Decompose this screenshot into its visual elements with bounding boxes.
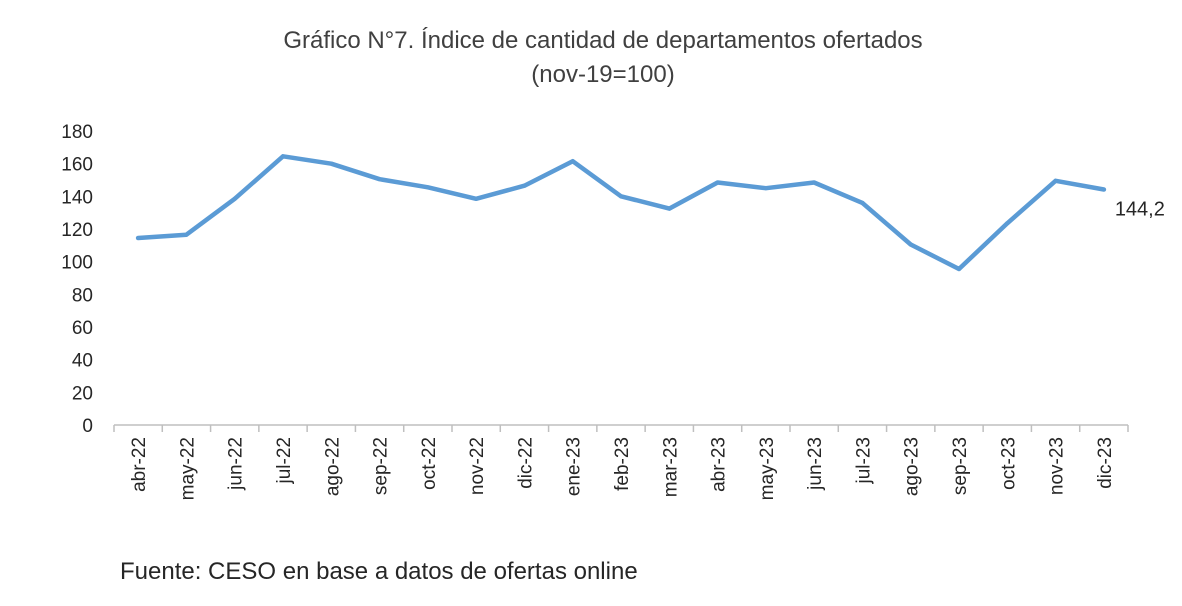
x-tick-label: jul-22	[274, 437, 295, 484]
x-tick-label: oct-22	[419, 437, 440, 490]
data-point	[329, 161, 334, 166]
y-tick-label: 0	[82, 416, 93, 437]
y-tick-label: 40	[72, 351, 93, 372]
x-axis-tick-marks	[113, 425, 1129, 432]
source-note: Fuente: CESO en base a datos de ofertas …	[120, 558, 638, 585]
data-points	[136, 154, 1106, 272]
x-tick-label: dic-23	[1095, 437, 1116, 489]
x-tick-label: ago-22	[322, 437, 343, 496]
data-point	[908, 242, 913, 247]
y-tick-label: 80	[72, 285, 93, 306]
x-tick-label: jun-22	[226, 437, 247, 491]
data-point	[1005, 221, 1010, 226]
x-tick-label: sep-22	[371, 437, 392, 495]
x-tick-label: jun-23	[805, 437, 826, 491]
data-point	[957, 267, 961, 272]
y-tick-label: 180	[61, 122, 93, 143]
y-axis-tick-labels: 0 20 40 60 80 100 120 140 160 180	[61, 122, 93, 437]
data-point	[860, 200, 865, 205]
x-tick-label: feb-23	[612, 437, 633, 491]
x-tick-label: may-23	[757, 437, 778, 500]
y-tick-label: 60	[72, 318, 93, 339]
chart-title: Gráfico N°7. Índice de cantidad de depar…	[283, 27, 922, 54]
x-tick-label: mar-23	[660, 437, 681, 497]
y-tick-label: 20	[72, 383, 93, 404]
data-point	[619, 194, 623, 199]
y-tick-label: 140	[61, 187, 93, 208]
x-tick-label: jul-23	[853, 437, 874, 484]
x-tick-label: abr-23	[709, 437, 730, 492]
x-tick-label: nov-22	[467, 437, 488, 495]
data-point	[136, 235, 141, 240]
data-point	[522, 183, 527, 188]
data-point	[763, 186, 768, 191]
x-tick-label: ene-23	[564, 437, 585, 496]
x-tick-label: abr-22	[129, 437, 150, 492]
x-tick-label: dic-22	[515, 437, 536, 489]
data-point	[232, 196, 237, 201]
data-point	[281, 154, 285, 159]
x-tick-label: sep-23	[950, 437, 971, 495]
data-point	[425, 185, 430, 190]
data-point	[715, 180, 720, 185]
chart-subtitle: (nov-19=100)	[531, 61, 674, 88]
data-point	[570, 159, 575, 164]
y-tick-label: 100	[61, 253, 93, 274]
x-tick-label: ago-23	[902, 437, 923, 496]
y-tick-label: 120	[61, 220, 93, 241]
x-axis-tick-labels: abr-22 may-22 jun-22 jul-22 ago-22 sep-22 oct-…	[129, 437, 1116, 500]
data-label-last: 144,2	[1115, 198, 1165, 220]
series-line	[135, 154, 1107, 272]
data-point	[1053, 178, 1058, 183]
y-tick-label: 160	[61, 155, 93, 176]
x-tick-label: oct-23	[998, 437, 1019, 490]
data-point	[667, 206, 672, 211]
data-point	[1101, 187, 1106, 192]
data-point	[474, 196, 479, 201]
data-point	[812, 180, 817, 185]
x-tick-label: nov-23	[1047, 437, 1068, 495]
x-tick-label: may-22	[177, 437, 198, 500]
data-point	[377, 177, 382, 182]
data-point	[184, 232, 189, 237]
